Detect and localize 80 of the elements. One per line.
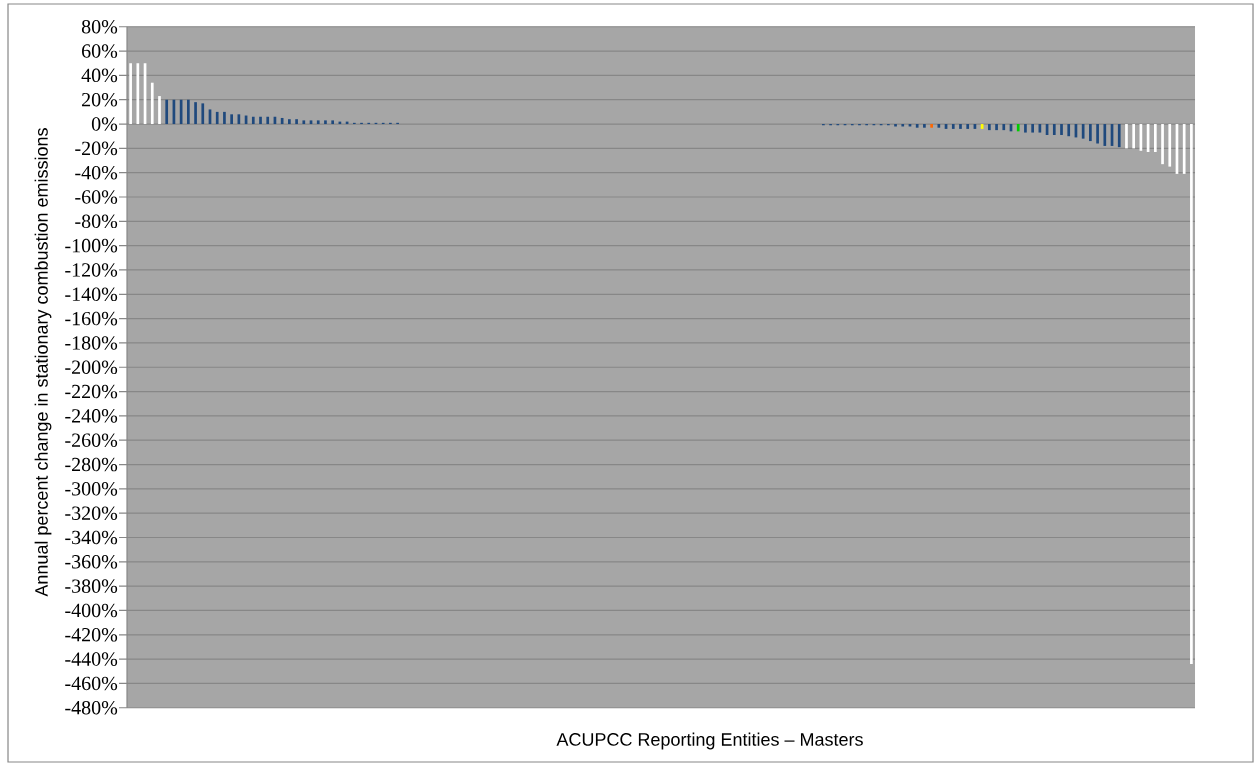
y-tick-label: -280% [65,457,118,472]
bar [1060,124,1063,135]
bar [158,96,161,125]
y-tick-label: 20% [82,92,118,107]
bar [1161,124,1164,165]
y-tick-label: 0% [91,117,118,131]
y-tick-label: -20% [75,141,118,156]
y-tick-label: -400% [65,603,118,618]
y-tick-label: -140% [65,287,118,302]
bar [1067,124,1071,137]
bar [1182,124,1186,174]
y-tick-label: -460% [65,676,118,691]
bar [201,103,205,125]
bar [215,111,219,125]
bar [1190,124,1193,664]
y-tick-label: -80% [75,214,118,229]
bar [165,99,169,125]
bar [1081,124,1085,139]
y-tick-label: 60% [82,44,118,58]
bar [1096,124,1099,144]
bar [223,111,226,125]
bar [966,124,970,129]
bar [1125,124,1128,149]
y-tick-label: -300% [65,482,118,496]
y-tick-label: -260% [65,433,118,448]
x-axis-title: ACUPCC Reporting Entities – Masters [556,732,863,750]
bar [1103,124,1107,146]
bar [1052,124,1056,135]
y-tick-label: -440% [65,652,118,666]
y-tick-label: 40% [81,68,118,83]
y-tick-label: -320% [65,506,118,520]
bar [988,124,991,131]
y-tick-label: -100% [65,238,118,253]
bar [324,120,327,125]
y-tick-label: -40% [75,165,118,180]
bar [1031,124,1034,133]
bar [295,119,298,125]
bar [930,124,933,128]
bar [259,116,262,125]
bar [1016,124,1020,132]
y-tick-label: -240% [65,409,118,423]
y-tick-label: -220% [65,384,118,399]
bar [280,117,284,125]
y-tick-label: -180% [65,336,118,350]
bar [915,124,919,128]
y-tick-label: -160% [65,311,118,326]
bar [150,82,154,125]
bar [288,119,291,125]
bar [1132,124,1136,149]
y-tick-label: -200% [65,360,118,375]
y-axis-title: Annual percent change in stationary combustion emissions [34,128,52,597]
y-tick-label: -480% [65,700,118,715]
bar [923,124,926,128]
bar [302,120,306,125]
bar [995,124,998,131]
y-tick-label: 80% [81,19,118,34]
bar [331,120,335,125]
bar [187,99,190,125]
y-tick-label: -380% [65,579,118,593]
y-tick-label: -360% [65,555,118,569]
bar [1153,124,1157,153]
bar [1117,124,1121,148]
y-tick-label: -420% [65,628,118,642]
y-tick-label: -120% [65,263,118,277]
bar [1024,124,1027,133]
bar [1089,124,1092,142]
bar [316,120,320,125]
bar [136,63,140,125]
bar [129,63,132,125]
bar [937,124,941,128]
bar [266,116,270,125]
bar [194,102,197,125]
y-tick-label: -60% [75,190,118,204]
bar [251,116,255,125]
bar [959,124,962,129]
y-tick-label: -340% [65,530,118,545]
bar [1002,124,1006,131]
bar [230,114,233,125]
bar [951,124,955,129]
bar [1168,124,1172,167]
